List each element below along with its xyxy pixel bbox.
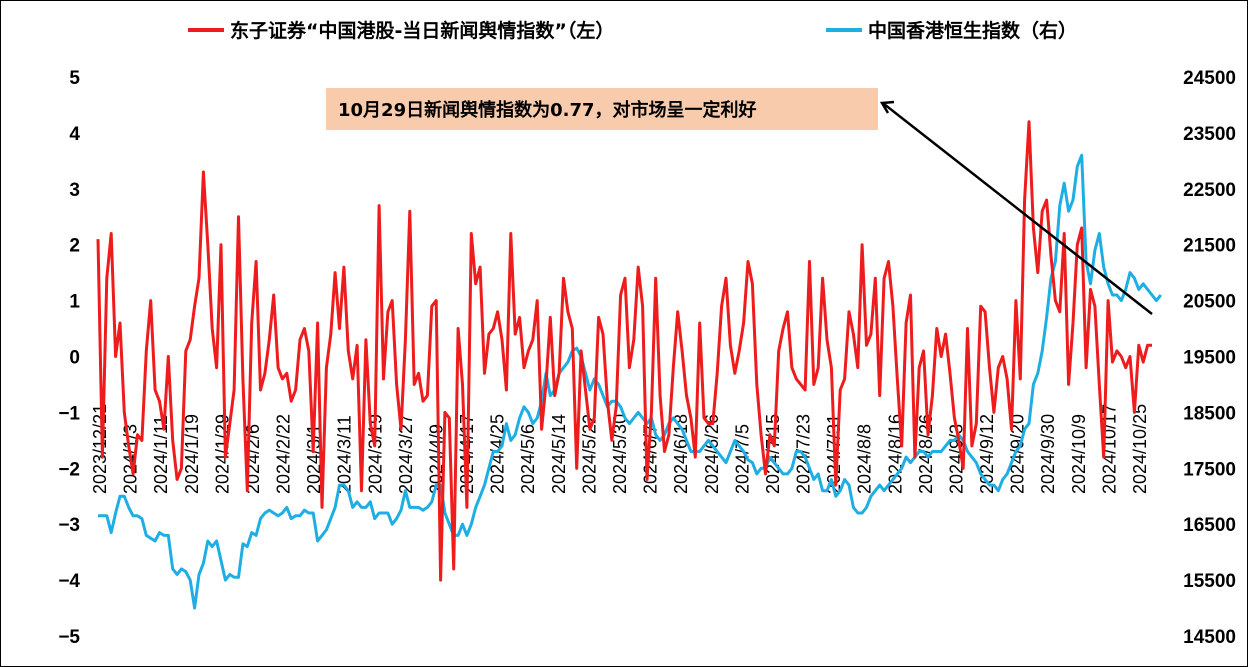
right-tick-label: 20500	[1183, 292, 1236, 313]
x-tick-label: 2024/9/30	[1038, 414, 1058, 494]
x-tick-label: 2024/4/25	[488, 414, 508, 494]
right-tick-label: 14500	[1183, 627, 1236, 648]
x-tick-label: 2024/5/30	[610, 414, 630, 494]
annotation-text: 10月29日新闻舆情指数为0.77，对市场呈一定利好	[338, 99, 757, 121]
series-line-news-index	[96, 120, 1152, 582]
right-tick-label: 22500	[1183, 180, 1236, 201]
annotation-arrow-head	[879, 100, 895, 114]
left-tick-label: −2	[58, 459, 80, 480]
x-tick-label: 2024/8/8	[855, 424, 875, 494]
right-tick-label: 24500	[1183, 68, 1236, 89]
x-tick-label: 2024/7/15	[763, 414, 783, 494]
x-tick-label: 2024/7/5	[732, 424, 752, 494]
x-tick-label: 2024/5/14	[549, 414, 569, 494]
left-tick-label: 4	[69, 124, 80, 145]
left-axis-ticks: 5 4 3 2 1 0 −1 −2 −3 −4 −5	[58, 68, 80, 648]
x-tick-label: 2024/3/19	[365, 414, 385, 494]
annotation-arrow-line	[883, 103, 1153, 315]
left-tick-label: 1	[69, 292, 80, 313]
series-line-hang-seng	[98, 153, 1162, 610]
left-tick-label: 0	[69, 348, 80, 369]
right-tick-label: 18500	[1183, 403, 1236, 424]
right-tick-label: 19500	[1183, 348, 1236, 369]
x-tick-label: 2024/5/22	[579, 414, 599, 494]
x-tick-label: 2024/6/26	[702, 414, 722, 494]
left-tick-label: 2	[69, 236, 80, 257]
left-tick-label: −5	[58, 627, 80, 648]
x-tick-label: 2024/1/19	[182, 414, 202, 494]
left-tick-label: −4	[58, 571, 80, 592]
right-tick-label: 23500	[1183, 124, 1236, 145]
x-tick-label: 2024/2/22	[274, 414, 294, 494]
right-tick-label: 17500	[1183, 459, 1236, 480]
x-tick-label: 2024/3/27	[396, 414, 416, 494]
right-axis-ticks: 24500 23500 22500 21500 20500 19500 18500 17500…	[1183, 68, 1236, 648]
legend-label-news-index: 东子证券“中国港股-当日新闻舆情指数”（左）	[230, 19, 614, 42]
legend: 东子证券“中国港股-当日新闻舆情指数”（左） 中国香港恒生指数（右）	[188, 19, 1077, 42]
x-tick-label: 2024/10/25	[1130, 404, 1150, 494]
left-tick-label: −1	[58, 403, 80, 424]
x-tick-label: 2024/6/18	[671, 414, 691, 494]
annotation-box	[326, 88, 878, 130]
left-tick-label: 3	[69, 180, 80, 201]
x-tick-label: 2023/12/21	[90, 404, 110, 494]
right-tick-label: 16500	[1183, 515, 1236, 536]
x-tick-label: 2024/10/9	[1069, 414, 1089, 494]
x-tick-label: 2024/3/11	[335, 415, 355, 494]
x-tick-label: 2024/4/9	[426, 424, 446, 494]
right-tick-label: 15500	[1183, 571, 1236, 592]
annotation: 10月29日新闻舆情指数为0.77，对市场呈一定利好	[326, 88, 1153, 315]
left-tick-label: 5	[69, 68, 80, 89]
legend-label-hang-seng: 中国香港恒生指数（右）	[868, 19, 1077, 42]
left-tick-label: −3	[58, 515, 80, 536]
right-tick-label: 21500	[1183, 236, 1236, 257]
x-tick-label: 2024/1/11	[151, 415, 171, 494]
x-tick-label: 2024/5/6	[518, 424, 538, 494]
